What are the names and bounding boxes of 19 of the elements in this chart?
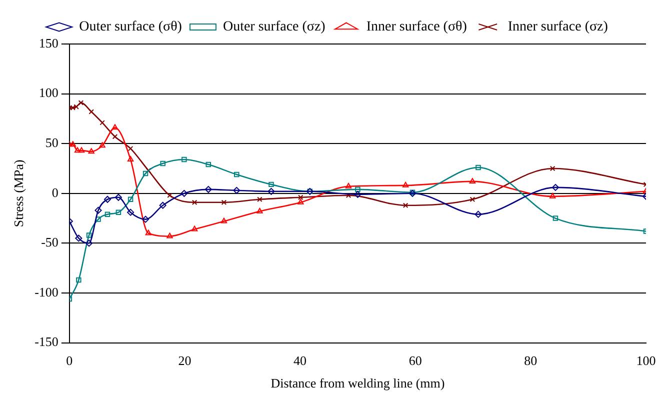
x-tick-label: 20 [178,353,192,368]
legend-label: Outer surface (σz) [222,20,326,35]
legend-label: Inner surface (σz) [508,20,608,35]
x-tick-label: 0 [66,353,73,368]
x-tick-label: 80 [524,353,538,368]
y-axis-title: Stress (MPa) [11,160,26,228]
y-tick-label: 50 [45,135,58,150]
y-tick-label: -150 [34,334,58,350]
x-tick-label: 60 [408,353,422,368]
legend-label: Inner surface (σθ) [366,20,468,35]
x-axis-title: Distance from welding line (mm) [270,376,445,391]
y-tick-label: 0 [52,184,58,200]
y-tick-label: -50 [41,234,58,250]
legend-label: Outer surface (σθ) [79,20,182,35]
y-tick-label: 150 [38,35,58,50]
y-tick-label: 100 [38,85,58,100]
y-tick-label: -100 [34,284,58,300]
x-tick-label: 40 [294,353,307,368]
x-tick-label: 100 [636,353,656,368]
